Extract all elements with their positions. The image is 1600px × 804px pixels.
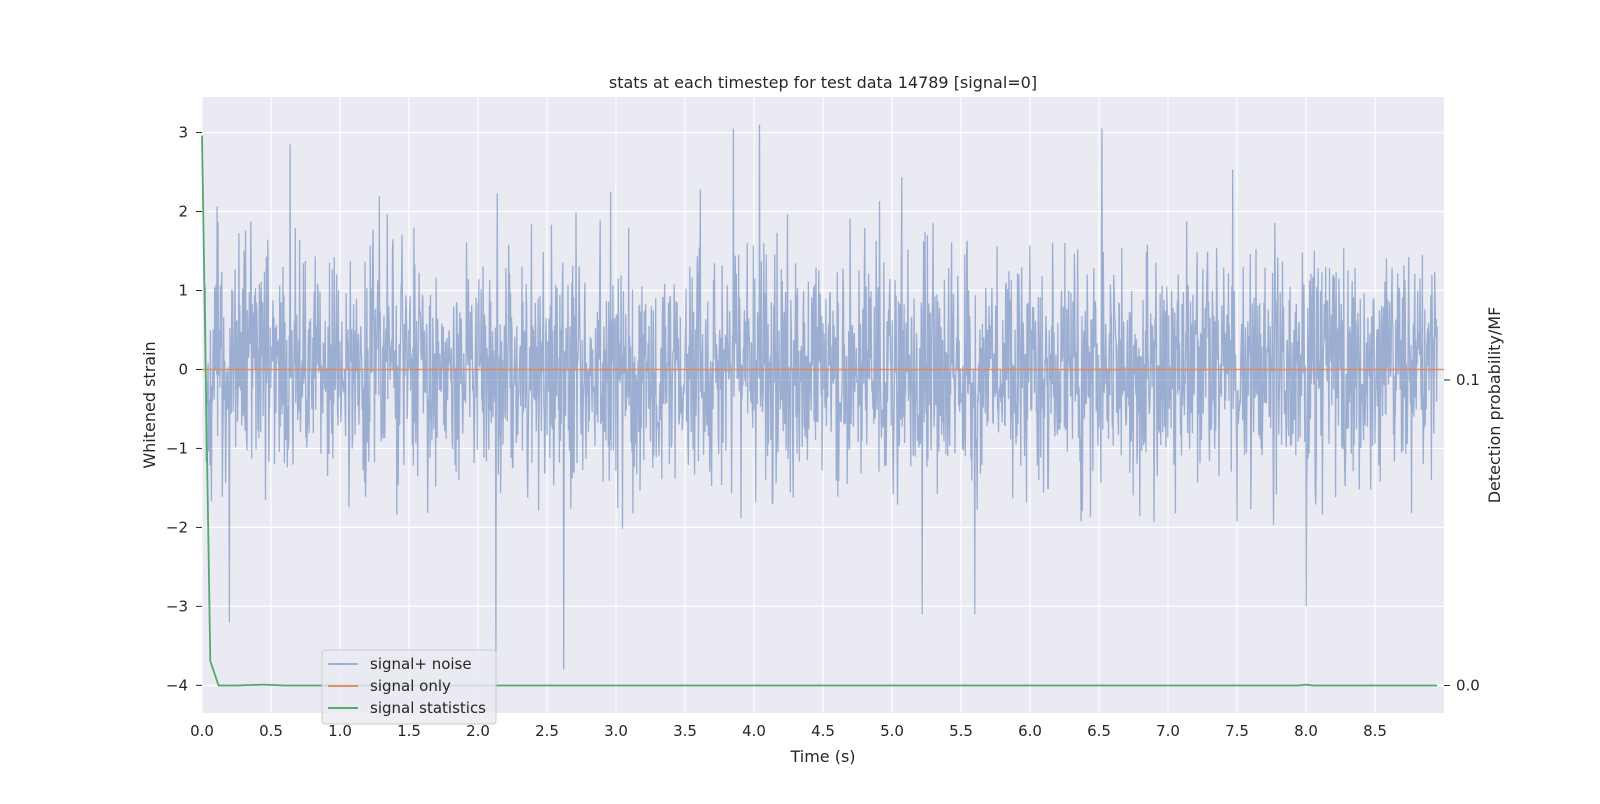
x-tick-label: 7.0 (1156, 722, 1180, 740)
series-line-signal-statistics (201, 135, 1438, 687)
y-axis-ticks: 3 2 1 0 −1 −2 −3 −4 (166, 124, 202, 694)
series-layer (201, 124, 1444, 687)
x-axis-label: Time (s) (789, 747, 855, 766)
y-tick-label: 1 (178, 281, 188, 299)
y-tick-label: −3 (166, 597, 188, 615)
y-tick-label: −4 (166, 676, 188, 694)
y2-axis-label: Detection probability/MF (1485, 307, 1504, 504)
x-tick-label: 7.5 (1225, 722, 1249, 740)
y-tick-label: −2 (166, 518, 188, 536)
legend-box (321, 649, 497, 725)
x-tick-label: 4.5 (811, 722, 835, 740)
x-tick-label: 6.5 (1087, 722, 1111, 740)
y2-tick-label: 0.1 (1456, 371, 1480, 389)
x-tick-label: 0.5 (259, 722, 283, 740)
x-tick-label: 5.0 (880, 722, 904, 740)
x-axis-ticks: 0.0 0.5 1.0 1.5 2.0 2.5 3.0 3.5 4.0 4.5 5.0 5.5 6.0 6… (190, 722, 1387, 740)
y-tick-label: −1 (166, 439, 188, 457)
x-tick-label: 2.5 (535, 722, 559, 740)
x-tick-label: 2.0 (466, 722, 490, 740)
x-tick-label: 1.0 (328, 722, 352, 740)
chart-title: stats at each timestep for test data 147… (609, 73, 1037, 92)
x-tick-label: 5.5 (949, 722, 973, 740)
y-tick-label: 2 (178, 203, 188, 221)
x-tick-label: 0.0 (190, 722, 214, 740)
x-tick-label: 6.0 (1018, 722, 1042, 740)
x-tick-label: 1.5 (397, 722, 421, 740)
x-tick-label: 8.5 (1363, 722, 1387, 740)
series-line-signal-noise (204, 124, 1438, 670)
legend-label-signal-noise: signal+ noise (370, 655, 472, 673)
legend-label-signal-statistics: signal statistics (370, 699, 486, 717)
y2-axis-ticks: 0.1 0.0 (1444, 371, 1480, 695)
y2-tick-label: 0.0 (1456, 677, 1480, 695)
legend-label-signal-only: signal only (370, 677, 451, 695)
y-axis-label: Whitened strain (140, 341, 159, 468)
x-tick-label: 8.0 (1294, 722, 1318, 740)
y-tick-label: 3 (178, 124, 188, 142)
legend: signal+ noise signal only signal statist… (321, 649, 497, 725)
x-tick-label: 3.0 (604, 722, 628, 740)
x-tick-label: 3.5 (673, 722, 697, 740)
y-tick-label: 0 (178, 360, 188, 378)
x-tick-label: 4.0 (742, 722, 766, 740)
